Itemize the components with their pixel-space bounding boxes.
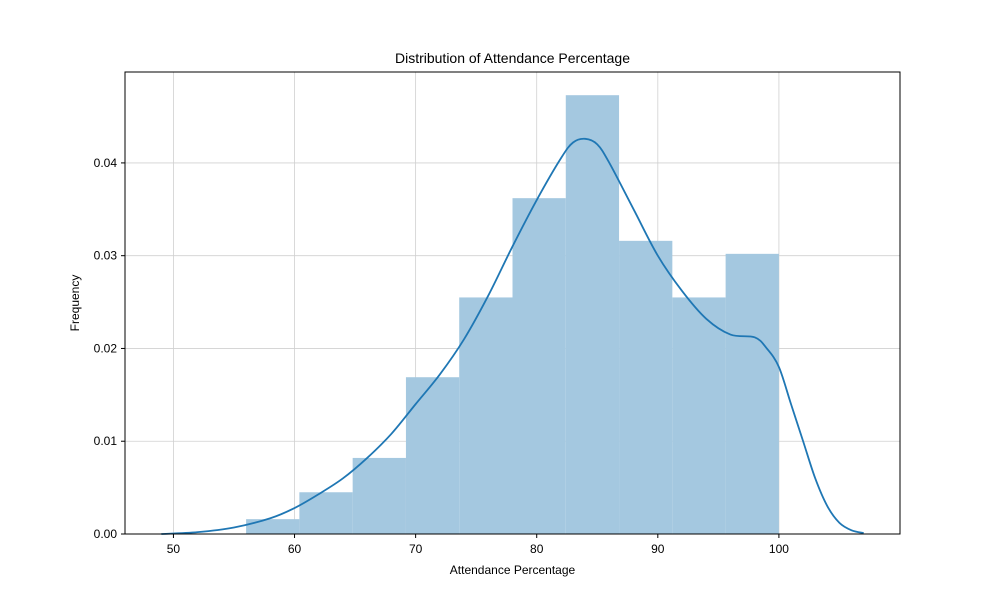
x-axis-label: Attendance Percentage	[450, 563, 576, 577]
axis-ticks: 50 60 70 80 90 100 0.00 0.01 0.02 0.03 0.04	[94, 156, 790, 556]
kde-curve	[161, 137, 864, 535]
x-tick-label: 60	[288, 542, 302, 556]
y-axis-label: Frequency	[68, 275, 82, 332]
x-tick-label: 80	[530, 542, 544, 556]
x-tick-label: 90	[651, 542, 665, 556]
histogram-bar	[352, 457, 406, 534]
histogram-bars	[246, 95, 779, 534]
histogram-bar	[405, 377, 460, 534]
histogram-bar	[565, 95, 620, 534]
y-tick-label: 0.02	[94, 341, 118, 355]
x-tick-label: 50	[167, 542, 181, 556]
y-tick-label: 0.04	[94, 156, 118, 170]
y-tick-label: 0.00	[94, 527, 118, 541]
histogram-bar	[299, 492, 353, 534]
x-tick-label: 70	[409, 542, 423, 556]
histogram-bar	[246, 519, 300, 534]
histogram-bar	[672, 297, 726, 534]
x-tick-label: 100	[769, 542, 789, 556]
y-tick-label: 0.01	[94, 434, 118, 448]
histogram-bar	[459, 297, 513, 534]
chart-title: Distribution of Attendance Percentage	[395, 50, 630, 66]
histogram-bar	[512, 198, 566, 534]
histogram-bar	[619, 240, 673, 534]
plot-area-frame	[124, 71, 901, 535]
y-tick-label: 0.03	[94, 249, 118, 263]
histogram-bar	[725, 253, 779, 534]
